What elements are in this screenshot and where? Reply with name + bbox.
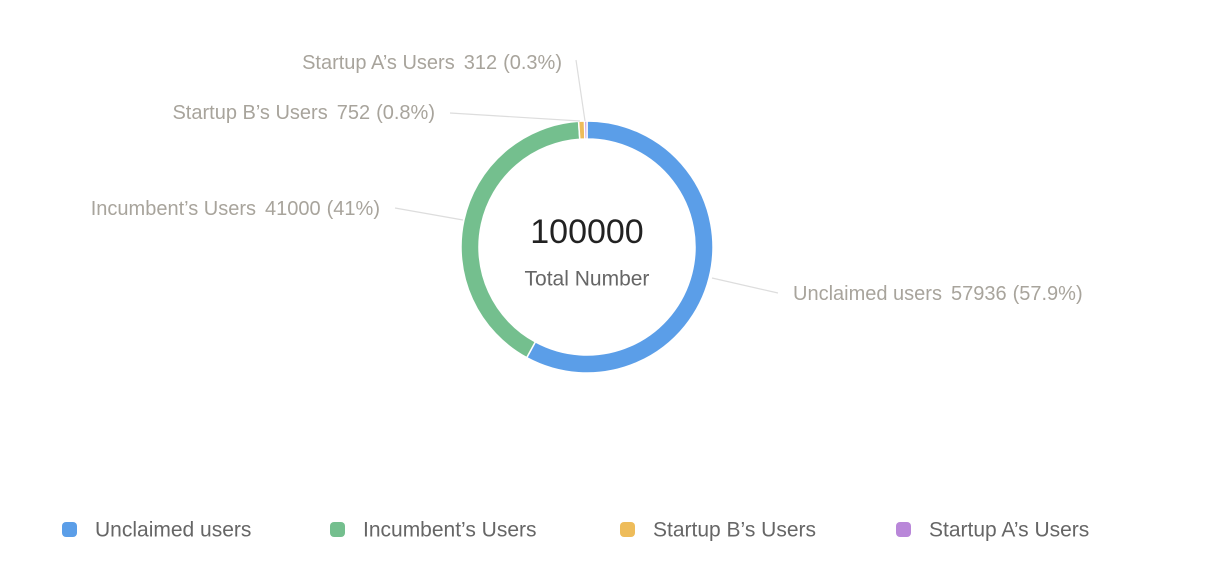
label-percent: (0.8%) (376, 102, 435, 124)
label-value: 752 (337, 102, 370, 124)
label-value: 312 (464, 52, 497, 74)
leader-line (449, 112, 581, 122)
leader-line (711, 277, 779, 294)
data-label: Unclaimed users 57936 (57.9%) (793, 283, 1083, 305)
legend-label: Startup A’s Users (929, 519, 1089, 542)
label-name: Startup B’s Users (172, 102, 327, 124)
legend-item[interactable]: Unclaimed users (62, 519, 251, 542)
label-name: Startup A’s Users (302, 52, 455, 74)
legend-label: Unclaimed users (95, 519, 251, 542)
data-label: Startup A’s Users 312 (0.3%) (302, 52, 562, 74)
label-percent: (41%) (327, 198, 380, 220)
label-percent: (57.9%) (1013, 283, 1083, 305)
legend-swatch (620, 522, 635, 537)
data-label: Incumbent’s Users 41000 (41%) (91, 198, 380, 220)
legend-label: Startup B’s Users (653, 519, 816, 542)
leader-line (394, 207, 464, 221)
label-name: Incumbent’s Users (91, 198, 256, 220)
legend-swatch (896, 522, 911, 537)
legend-item[interactable]: Startup B’s Users (620, 519, 816, 542)
legend-swatch (62, 522, 77, 537)
center-value: 100000 (530, 213, 643, 251)
label-name: Unclaimed users (793, 283, 942, 305)
donut-segment (583, 120, 588, 140)
label-value: 57936 (951, 283, 1007, 305)
legend-item[interactable]: Incumbent’s Users (330, 519, 537, 542)
leader-line (575, 59, 586, 122)
label-value: 41000 (265, 198, 321, 220)
legend-label: Incumbent’s Users (363, 519, 537, 542)
data-label: Startup B’s Users 752 (0.8%) (172, 102, 435, 124)
legend-item[interactable]: Startup A’s Users (896, 519, 1089, 542)
label-percent: (0.3%) (503, 52, 562, 74)
legend-swatch (330, 522, 345, 537)
center-label: Total Number (525, 268, 650, 291)
